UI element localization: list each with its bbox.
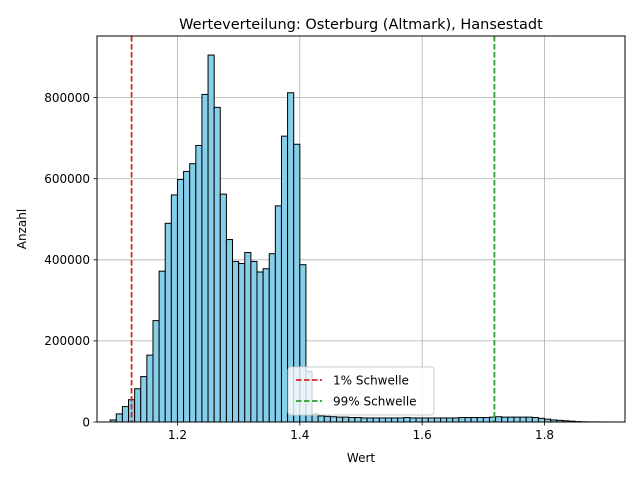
y-tick-label: 800000 xyxy=(44,91,90,105)
histogram-bar xyxy=(465,418,471,422)
y-tick-label: 600000 xyxy=(44,172,90,186)
histogram-bar xyxy=(208,55,214,422)
histogram-bar xyxy=(269,254,275,422)
histogram-bar xyxy=(496,417,502,422)
histogram-bar xyxy=(190,164,196,422)
histogram-bar xyxy=(171,195,177,422)
histogram-bar xyxy=(233,261,239,422)
histogram-bar xyxy=(526,417,532,422)
histogram-bar xyxy=(538,418,544,422)
x-tick-label: 1.4 xyxy=(290,428,309,442)
y-axis-ticks: 0 200000 400000 600000 800000 xyxy=(44,91,97,429)
histogram-bar xyxy=(147,355,153,422)
histogram-bar xyxy=(477,418,483,422)
histogram-bar xyxy=(177,180,183,422)
histogram-bar xyxy=(532,418,538,422)
x-tick-label: 1.6 xyxy=(413,428,432,442)
histogram-bar xyxy=(410,418,416,422)
histogram-bar xyxy=(434,418,440,422)
y-tick-label: 400000 xyxy=(44,253,90,267)
histogram-bar xyxy=(502,417,508,422)
histogram-bar xyxy=(214,107,220,422)
histogram-bar xyxy=(337,417,343,422)
histogram-bar xyxy=(318,416,324,422)
histogram-bar xyxy=(398,418,404,422)
histogram-bar xyxy=(459,418,465,422)
histogram-bar xyxy=(122,407,128,422)
histogram-bar xyxy=(367,418,373,422)
histogram-bar xyxy=(404,418,410,422)
histogram-bar xyxy=(520,417,526,422)
histogram-bar xyxy=(416,418,422,422)
histogram-bar xyxy=(385,418,391,422)
histogram-bar xyxy=(281,136,287,422)
histogram-bar xyxy=(349,418,355,422)
histogram-bar xyxy=(263,269,269,422)
y-axis-label: Anzahl xyxy=(15,209,29,249)
histogram-bar xyxy=(483,418,489,422)
histogram-bar xyxy=(129,400,135,422)
x-axis-ticks: 1.2 1.4 1.6 1.8 xyxy=(168,422,554,442)
histogram-bar xyxy=(251,261,257,422)
histogram-bar xyxy=(447,418,453,422)
legend: 1% Schwelle 99% Schwelle xyxy=(288,367,434,415)
histogram-bar xyxy=(153,321,159,422)
histogram-bar xyxy=(226,240,232,422)
histogram-bar xyxy=(220,194,226,422)
histogram-bar xyxy=(392,418,398,422)
legend-label-1pct: 1% Schwelle xyxy=(333,374,409,388)
x-axis-label: Wert xyxy=(347,451,375,465)
histogram-bar xyxy=(116,414,122,422)
histogram-bar xyxy=(422,418,428,422)
histogram-bar xyxy=(135,389,141,422)
histogram-bar xyxy=(196,145,202,422)
y-tick-label: 0 xyxy=(82,415,90,429)
histogram-bar xyxy=(343,417,349,422)
histogram-bar xyxy=(239,263,245,422)
x-tick-label: 1.8 xyxy=(535,428,554,442)
histogram-bar xyxy=(257,272,263,422)
histogram-bar xyxy=(453,418,459,422)
histogram-bar xyxy=(324,416,330,422)
histogram-bar xyxy=(165,223,171,422)
histogram-bar xyxy=(330,417,336,422)
histogram-bar xyxy=(379,418,385,422)
histogram-bar xyxy=(441,418,447,422)
histogram-bar xyxy=(373,418,379,422)
chart-title: Werteverteilung: Osterburg (Altmark), Ha… xyxy=(179,17,543,33)
x-tick-label: 1.2 xyxy=(168,428,187,442)
histogram-bar xyxy=(159,271,165,422)
histogram-bar xyxy=(275,206,281,422)
histogram-bar xyxy=(202,94,208,422)
histogram-bar xyxy=(355,418,361,422)
histogram-bar xyxy=(514,417,520,422)
y-tick-label: 200000 xyxy=(44,334,90,348)
histogram-bar xyxy=(508,417,514,422)
legend-label-99pct: 99% Schwelle xyxy=(333,395,417,409)
histogram-bar xyxy=(245,253,251,422)
histogram-bar xyxy=(141,377,147,422)
histogram-bar xyxy=(428,418,434,422)
histogram-bar xyxy=(361,418,367,422)
histogram-bar xyxy=(184,171,190,422)
histogram-bar xyxy=(471,418,477,422)
